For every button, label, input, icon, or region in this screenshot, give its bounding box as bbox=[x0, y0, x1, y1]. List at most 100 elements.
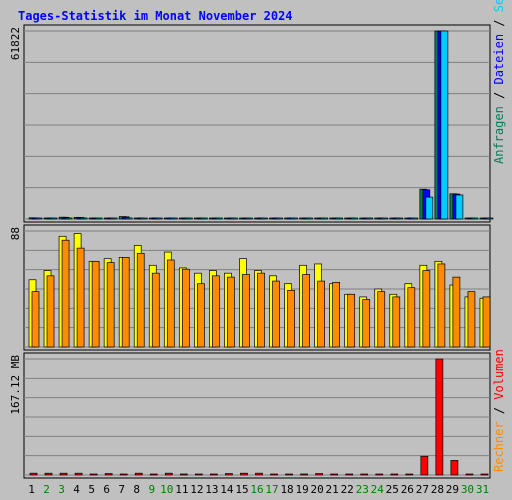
bar-seiten-day-7 bbox=[124, 217, 133, 220]
legend-column-1: Anfragen / Dateien / Seiten / Besuche bbox=[492, 0, 506, 164]
legend-entry: / bbox=[492, 85, 506, 107]
bar-volumen-day-3 bbox=[59, 472, 68, 476]
bar-volumen-day-4 bbox=[74, 472, 83, 476]
bar-rechner-day-30 bbox=[467, 291, 476, 348]
bar-volumen-day-5 bbox=[89, 473, 98, 476]
legend-column-2: Rechner / Volumen bbox=[492, 349, 506, 472]
bar-rechner-day-23 bbox=[362, 299, 371, 348]
x-tick-label-7: 7 bbox=[118, 483, 125, 496]
x-tick-label-29: 29 bbox=[446, 483, 459, 496]
x-tick-label-31: 31 bbox=[476, 483, 489, 496]
bar-rechner-day-27 bbox=[422, 270, 431, 348]
x-tick-label-14: 14 bbox=[220, 483, 234, 496]
x-tick-label-24: 24 bbox=[371, 483, 385, 496]
bar-seiten-day-21 bbox=[335, 217, 343, 220]
bar-rechner-day-26 bbox=[407, 287, 416, 348]
x-axis-labels: 1 2 3 4 5 6 7 8 9 10 11 12 13 14 15 16 17 18 19 20 21 22 23 24 2… bbox=[28, 483, 489, 496]
bar-seiten-day-3 bbox=[64, 217, 73, 220]
bar-volumen-day-25 bbox=[390, 473, 399, 476]
bar-volumen-day-19 bbox=[300, 473, 308, 476]
panel-bottom: 167.12 MB bbox=[9, 352, 491, 479]
legend-entry: / bbox=[492, 12, 506, 34]
bar-seiten-day-18 bbox=[290, 217, 298, 220]
bar-rechner-day-19 bbox=[302, 274, 310, 348]
chart-title: Tages-Statistik im Monat November 2024 bbox=[18, 9, 293, 23]
y-axis-max-label: 88 bbox=[9, 227, 22, 240]
y-axis-max-label: 167.12 MB bbox=[9, 355, 22, 415]
x-tick-label-4: 4 bbox=[73, 483, 80, 496]
bar-volumen-day-27 bbox=[420, 455, 429, 476]
bar-volumen-day-21 bbox=[330, 473, 338, 476]
bar-seiten-day-11 bbox=[184, 217, 193, 220]
bar-volumen-day-11 bbox=[179, 473, 188, 476]
panel-top: 61822 bbox=[9, 24, 494, 223]
legend-entry: Dateien bbox=[492, 34, 506, 85]
bar-rechner-day-14 bbox=[227, 276, 235, 348]
x-tick-label-3: 3 bbox=[58, 483, 65, 496]
x-tick-label-26: 26 bbox=[401, 483, 414, 496]
x-tick-label-28: 28 bbox=[431, 483, 444, 496]
x-tick-label-25: 25 bbox=[386, 483, 399, 496]
bar-seiten-day-16 bbox=[260, 217, 268, 220]
legend-entry: / bbox=[492, 400, 506, 422]
x-tick-label-6: 6 bbox=[103, 483, 110, 496]
x-tick-label-5: 5 bbox=[88, 483, 95, 496]
bar-rechner-day-17 bbox=[272, 280, 280, 348]
bar-seiten-day-24 bbox=[380, 217, 389, 220]
bar-rechner-day-9 bbox=[151, 272, 160, 348]
bar-rechner-day-11 bbox=[181, 268, 190, 348]
bar-volumen-day-16 bbox=[255, 472, 263, 476]
bar-rechner-day-12 bbox=[197, 283, 205, 348]
legend-entry: Rechner bbox=[492, 421, 506, 472]
bar-seiten-day-19 bbox=[305, 217, 313, 220]
bar-rechner-day-31 bbox=[482, 296, 491, 348]
panel-frame bbox=[23, 24, 491, 223]
bar-rechner-day-1 bbox=[31, 291, 40, 348]
x-tick-label-15: 15 bbox=[235, 483, 248, 496]
bar-rechner-day-2 bbox=[46, 275, 55, 348]
x-tick-label-17: 17 bbox=[265, 483, 278, 496]
bar-rechner-day-13 bbox=[212, 275, 220, 348]
bar-volumen-day-13 bbox=[210, 473, 218, 476]
bar-rechner-day-6 bbox=[106, 262, 115, 348]
x-tick-label-11: 11 bbox=[175, 483, 188, 496]
bar-volumen-day-17 bbox=[270, 473, 278, 476]
bar-seiten-day-15 bbox=[245, 217, 253, 220]
bar-seiten-day-22 bbox=[350, 217, 359, 220]
bar-volumen-day-26 bbox=[405, 473, 414, 476]
bar-rechner-day-18 bbox=[287, 289, 295, 348]
bar-rechner-day-25 bbox=[392, 296, 401, 348]
bar-seiten-day-10 bbox=[169, 217, 178, 220]
bar-rechner-day-8 bbox=[136, 253, 145, 348]
legend-entry: Seiten bbox=[492, 0, 506, 12]
bar-volumen-day-24 bbox=[375, 473, 384, 476]
x-tick-label-12: 12 bbox=[190, 483, 203, 496]
bar-seiten-day-5 bbox=[94, 217, 103, 220]
bar-seiten-day-23 bbox=[365, 217, 374, 220]
bar-volumen-day-22 bbox=[345, 473, 354, 476]
bar-volumen-day-28 bbox=[435, 358, 444, 476]
bar-seiten-day-27 bbox=[425, 196, 434, 220]
bar-volumen-day-1 bbox=[29, 472, 38, 476]
bar-seiten-day-20 bbox=[320, 217, 328, 220]
bar-volumen-day-2 bbox=[44, 472, 53, 476]
bar-seiten-day-14 bbox=[230, 217, 238, 220]
bar-volumen-day-20 bbox=[315, 473, 323, 476]
x-tick-label-23: 23 bbox=[356, 483, 369, 496]
bar-volumen-day-14 bbox=[225, 473, 233, 476]
bar-rechner-day-20 bbox=[317, 280, 325, 348]
legend-entry: Anfragen bbox=[492, 106, 506, 164]
bar-volumen-day-7 bbox=[119, 473, 128, 476]
bar-volumen-day-6 bbox=[104, 473, 113, 476]
bar-seiten-day-2 bbox=[49, 217, 58, 220]
bar-volumen-day-31 bbox=[480, 473, 489, 476]
bar-volumen-day-30 bbox=[465, 473, 474, 476]
bar-rechner-day-10 bbox=[166, 259, 175, 348]
x-tick-label-22: 22 bbox=[341, 483, 354, 496]
bar-seiten-day-13 bbox=[215, 217, 223, 220]
x-tick-label-13: 13 bbox=[205, 483, 218, 496]
bar-seiten-day-1 bbox=[34, 217, 43, 220]
bar-volumen-day-9 bbox=[149, 473, 158, 476]
bar-rechner-day-28 bbox=[437, 263, 446, 348]
